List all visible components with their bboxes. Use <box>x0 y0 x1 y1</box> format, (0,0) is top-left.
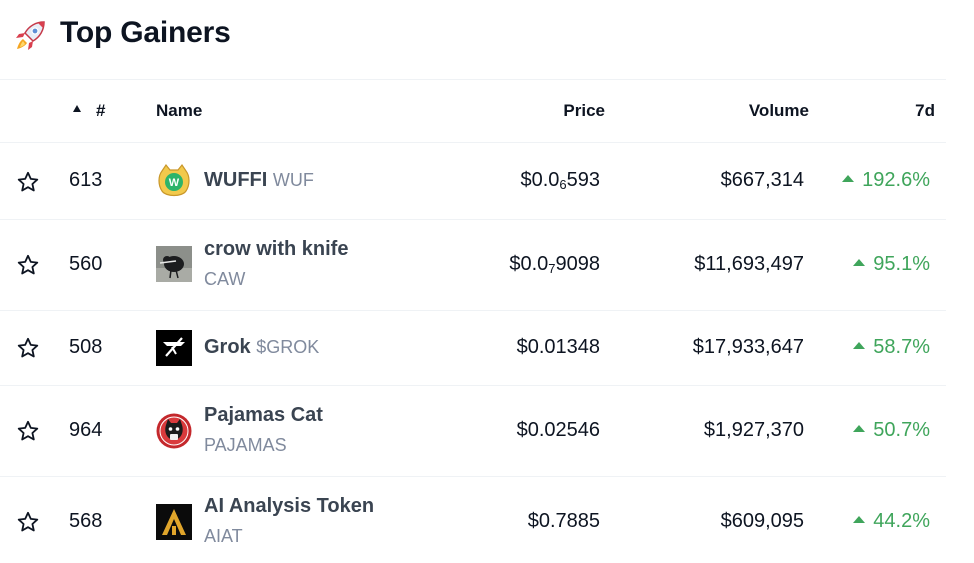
caret-up-icon <box>853 342 866 349</box>
star-icon[interactable] <box>16 419 40 443</box>
volume-value: $11,693,497 <box>694 253 804 275</box>
pajamas-cat-logo-icon <box>156 413 192 449</box>
table-row[interactable]: 568 AI Analysis Token AIAT $0.7885 $609,… <box>0 477 946 563</box>
change-7d: 192.6% <box>842 169 930 192</box>
change-value: 50.7% <box>873 419 930 441</box>
column-header-7d[interactable]: 7d <box>915 101 935 120</box>
column-header-name[interactable]: Name <box>156 101 203 120</box>
coin-name-text: Grok <box>204 336 251 358</box>
divider <box>0 310 946 311</box>
price-zero-count: 7 <box>548 261 556 276</box>
crow-logo-icon <box>156 246 192 282</box>
star-icon[interactable] <box>16 170 40 194</box>
table-row[interactable]: 508 Grok $GROK $0.01348 $17,933,647 58.7… <box>0 311 946 386</box>
coin-name[interactable]: Grok $GROK <box>204 336 319 359</box>
column-header-price[interactable]: Price <box>563 101 605 120</box>
coin-name[interactable]: Pajamas Cat <box>204 404 323 426</box>
caret-up-icon <box>853 516 866 523</box>
caret-up-icon <box>853 425 866 432</box>
aiat-logo-icon <box>156 504 192 540</box>
coin-symbol: PAJAMAS <box>204 435 287 455</box>
column-header-rank[interactable]: # <box>96 101 106 120</box>
price-zero-count: 6 <box>559 177 567 192</box>
price-value: $0.079098 <box>509 253 600 276</box>
change-value: 44.2% <box>873 510 930 532</box>
rank-value: 568 <box>69 510 103 532</box>
change-7d: 58.7% <box>853 336 930 359</box>
divider <box>0 385 946 386</box>
table-row[interactable]: 964 Pajamas Cat PAJAMAS $0.02546 $1,927,… <box>0 386 946 477</box>
star-icon[interactable] <box>16 253 40 277</box>
divider <box>0 142 946 143</box>
coin-symbol: $GROK <box>256 337 320 357</box>
caret-up-icon <box>842 175 855 182</box>
star-icon[interactable] <box>16 510 40 534</box>
change-7d: 44.2% <box>853 510 930 533</box>
coin-name[interactable]: crow with knife <box>204 238 349 260</box>
rank-value: 964 <box>69 419 103 441</box>
caret-up-icon <box>853 259 866 266</box>
change-7d: 50.7% <box>853 419 930 442</box>
coin-symbol: WUF <box>272 170 314 190</box>
star-icon[interactable] <box>16 336 40 360</box>
price-value: $0.02546 <box>516 419 600 441</box>
page-title: Top Gainers <box>60 16 231 49</box>
table-row[interactable]: 613 W WUFFI WUF $0.06593 $667,314 192.6% <box>0 143 946 220</box>
rank-value: 508 <box>69 336 103 358</box>
volume-value: $609,095 <box>720 510 804 532</box>
coin-symbol: AIAT <box>204 526 243 546</box>
price-prefix: $0.0 <box>509 253 549 275</box>
price-digits: 9098 <box>555 253 601 275</box>
grok-logo-icon <box>156 330 192 366</box>
table-row[interactable]: 560 crow with knife CAW $0.079098 $11,69… <box>0 220 946 311</box>
price-value: $0.7885 <box>527 510 600 532</box>
change-value: 58.7% <box>873 336 930 358</box>
price-value: $0.06593 <box>520 169 600 192</box>
price-prefix: $0.0 <box>520 169 560 191</box>
table-header: # Name Price Volume 7d <box>0 79 946 143</box>
rank-value: 560 <box>69 253 103 275</box>
section-header: Top Gainers <box>0 0 974 80</box>
coin-symbol: CAW <box>204 269 246 289</box>
volume-value: $667,314 <box>720 169 804 191</box>
divider <box>0 79 946 80</box>
coin-name[interactable]: AI Analysis Token <box>204 495 375 517</box>
change-value: 192.6% <box>862 169 930 191</box>
sort-ascending-icon[interactable] <box>73 105 81 112</box>
rank-value: 613 <box>69 169 103 191</box>
coin-name[interactable]: WUFFI WUF <box>204 169 314 192</box>
wuffi-logo-icon: W <box>158 163 190 197</box>
coin-name-text: WUFFI <box>204 169 268 191</box>
divider <box>0 219 946 220</box>
rocket-icon <box>16 21 45 50</box>
change-7d: 95.1% <box>853 253 930 276</box>
volume-value: $1,927,370 <box>703 419 804 441</box>
change-value: 95.1% <box>873 253 930 275</box>
divider <box>0 476 946 477</box>
volume-value: $17,933,647 <box>692 336 804 358</box>
column-header-volume[interactable]: Volume <box>748 101 809 120</box>
price-digits: 593 <box>566 169 600 191</box>
price-value: $0.01348 <box>516 336 600 358</box>
svg-text:W: W <box>169 177 180 189</box>
